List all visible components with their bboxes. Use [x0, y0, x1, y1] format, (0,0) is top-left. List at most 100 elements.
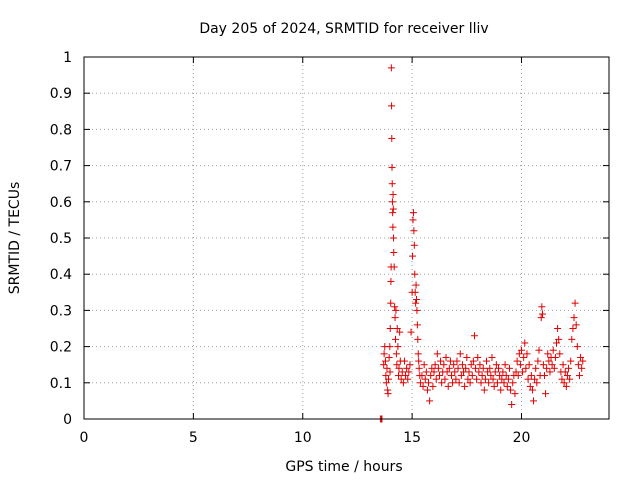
data-point: [512, 368, 520, 376]
data-point: [540, 372, 548, 380]
data-point: [409, 209, 417, 217]
data-point: [386, 325, 394, 332]
data-point: [575, 372, 583, 380]
data-point: [395, 372, 403, 380]
data-point: [489, 375, 497, 383]
data-point: [451, 368, 459, 376]
data-point: [445, 364, 453, 372]
data-point: [388, 102, 396, 110]
data-point: [387, 64, 395, 72]
data-point: [388, 198, 396, 206]
data-point: [409, 216, 417, 224]
data-point: [390, 263, 398, 271]
data-point: [533, 379, 541, 387]
y-tick-label: 1: [63, 50, 72, 66]
y-tick-label: 0.5: [50, 231, 72, 247]
data-point: [556, 350, 564, 358]
data-point: [539, 361, 547, 369]
data-point: [397, 375, 405, 383]
data-point: [546, 368, 554, 376]
data-point: [392, 335, 399, 343]
data-point: [387, 277, 395, 285]
data-point: [432, 375, 440, 383]
data-point: [399, 379, 407, 387]
data-point: [511, 390, 519, 398]
data-point: [430, 368, 438, 376]
data-point: [535, 346, 543, 354]
y-tick-label: 0.4: [50, 267, 72, 283]
data-point: [521, 339, 529, 347]
data-point: [525, 361, 533, 369]
data-point: [407, 328, 415, 336]
data-point: [485, 379, 493, 387]
data-point: [569, 325, 577, 332]
x-tick-label: 20: [513, 430, 531, 446]
data-point: [516, 361, 524, 369]
data-point: [505, 364, 513, 372]
data-point: [523, 350, 531, 358]
data-point: [560, 379, 568, 387]
data-point: [488, 353, 496, 361]
data-point: [527, 372, 535, 380]
data-point: [419, 382, 427, 390]
data-point: [389, 191, 397, 199]
data-point: [388, 180, 396, 188]
x-tick-label: 0: [80, 430, 89, 446]
data-point: [420, 361, 428, 369]
data-point: [411, 288, 419, 296]
data-point: [570, 314, 578, 322]
data-point: [519, 368, 527, 376]
data-point: [463, 353, 471, 361]
data-point: [435, 372, 443, 380]
data-point: [504, 375, 512, 383]
data-point: [544, 350, 552, 358]
data-point: [472, 364, 480, 372]
data-point: [555, 335, 563, 343]
data-point: [425, 379, 433, 387]
data-point: [539, 310, 546, 318]
data-point: [543, 364, 551, 372]
data-point: [464, 375, 472, 383]
data-point: [498, 375, 506, 383]
data-point: [526, 382, 534, 390]
data-point: [398, 368, 406, 376]
data-point: [520, 353, 528, 361]
data-point: [549, 346, 557, 354]
y-tick-label: 0.8: [50, 122, 72, 138]
data-point: [487, 372, 495, 380]
data-point: [453, 357, 461, 365]
y-tick-label: 0.2: [50, 340, 72, 356]
data-point: [501, 361, 509, 369]
data-point: [396, 328, 404, 336]
data-point: [421, 375, 429, 383]
data-point: [411, 270, 419, 278]
data-point: [499, 368, 507, 376]
data-point: [428, 364, 436, 372]
data-point: [413, 296, 420, 304]
data-points: [376, 64, 587, 423]
data-point: [454, 364, 462, 372]
data-point: [385, 353, 393, 361]
data-point: [383, 364, 391, 372]
y-axis-label: SRMTID / TECUs: [7, 182, 23, 295]
grid: [84, 57, 609, 419]
data-point: [548, 361, 556, 369]
data-point: [427, 372, 435, 380]
data-point: [542, 390, 550, 398]
y-tick-label: 0.7: [50, 159, 72, 175]
data-point: [465, 368, 473, 376]
data-point: [483, 357, 490, 365]
data-point: [452, 375, 460, 383]
data-point: [409, 252, 417, 260]
data-point: [412, 281, 420, 289]
data-point: [393, 325, 401, 332]
data-point: [423, 386, 431, 394]
data-point: [473, 375, 481, 383]
data-point: [509, 379, 517, 387]
data-point: [574, 361, 582, 369]
data-point: [531, 375, 539, 383]
data-point: [385, 375, 392, 383]
data-point: [404, 375, 412, 383]
data-point: [538, 303, 546, 311]
data-point: [518, 346, 525, 354]
